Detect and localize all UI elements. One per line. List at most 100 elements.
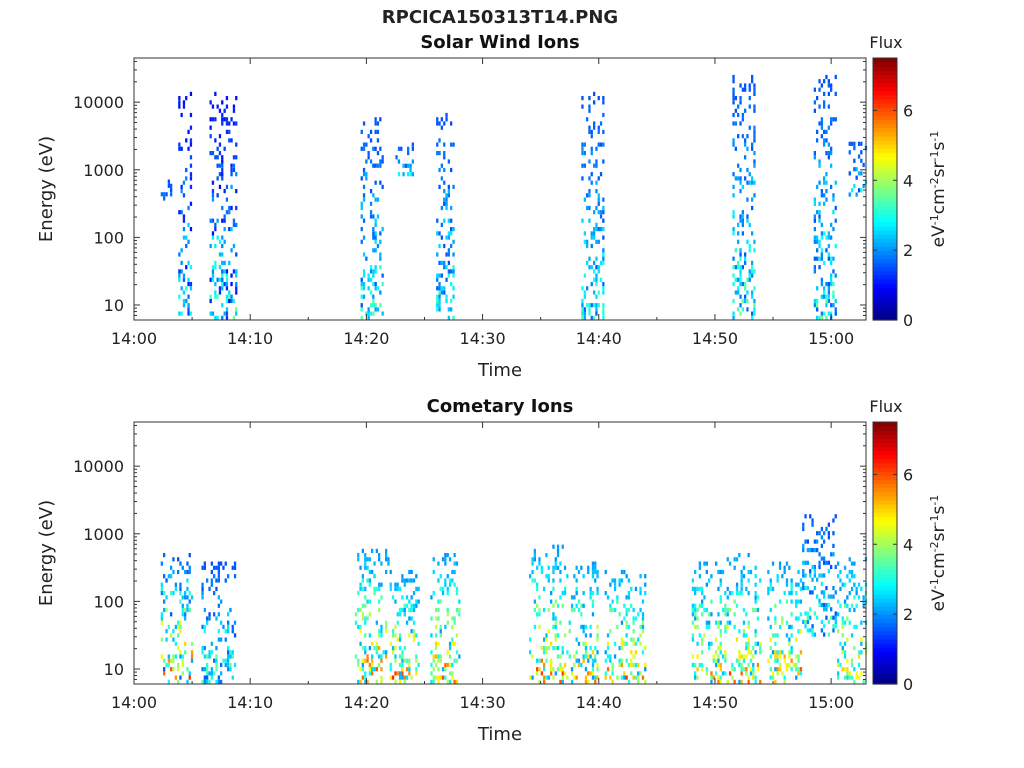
flux-cell	[361, 574, 364, 579]
flux-cell	[602, 142, 605, 147]
flux-cell	[825, 602, 828, 608]
flux-cell	[235, 172, 238, 177]
flux-cell	[719, 641, 722, 646]
flux-cell	[832, 624, 835, 629]
flux-cell	[177, 633, 180, 638]
flux-cell	[211, 277, 215, 282]
flux-cell	[604, 675, 607, 680]
flux-cell	[862, 184, 865, 189]
flux-cell	[366, 654, 369, 659]
flux-cell	[364, 646, 367, 651]
flux-cell	[543, 637, 546, 642]
flux-cell	[547, 607, 550, 613]
flux-cell	[378, 599, 381, 604]
flux-cell	[818, 531, 821, 536]
flux-cell	[373, 586, 376, 591]
colorbar-segment	[873, 622, 897, 628]
colorbar-segment	[873, 127, 897, 133]
flux-cell	[409, 163, 412, 168]
colorbar-segment	[873, 258, 897, 264]
flux-cell	[396, 612, 399, 617]
flux-cell	[218, 142, 222, 147]
flux-cell	[378, 553, 381, 558]
flux-cell	[167, 574, 170, 579]
flux-cell	[820, 235, 823, 240]
flux-cell	[364, 650, 367, 655]
flux-cell	[583, 315, 586, 320]
flux-cell	[837, 574, 840, 579]
flux-cell	[430, 595, 433, 600]
flux-cell	[550, 591, 553, 596]
flux-cell	[588, 129, 591, 134]
colorbar-segment	[873, 139, 897, 145]
flux-cell	[630, 671, 633, 676]
flux-cell	[813, 218, 816, 223]
flux-cell	[827, 231, 830, 236]
flux-cell	[732, 315, 735, 320]
flux-cell	[644, 582, 647, 587]
flux-cell	[178, 252, 181, 257]
flux-cell	[834, 311, 837, 316]
flux-cell	[397, 159, 401, 164]
flux-cell	[788, 637, 791, 642]
flux-cell	[575, 586, 578, 591]
flux-cell	[857, 188, 861, 193]
flux-cell	[412, 629, 416, 634]
flux-cell	[841, 646, 844, 651]
flux-cell	[739, 265, 742, 270]
flux-cell	[625, 633, 628, 638]
flux-cell	[208, 650, 211, 655]
flux-cell	[179, 620, 182, 625]
flux-cell	[180, 210, 183, 215]
flux-cell	[602, 210, 605, 215]
colorbar-segment	[873, 667, 897, 673]
flux-cell	[447, 235, 450, 240]
flux-cell	[744, 282, 747, 287]
flux-cell	[408, 599, 411, 604]
flux-cell	[748, 269, 751, 274]
flux-cell	[830, 235, 833, 240]
flux-cell	[215, 565, 218, 570]
flux-cell	[813, 573, 816, 578]
flux-cell	[230, 163, 233, 168]
flux-cell	[218, 108, 222, 113]
flux-cell	[830, 311, 833, 316]
flux-cell	[368, 633, 371, 638]
flux-cell	[217, 603, 220, 608]
flux-cell	[853, 607, 856, 613]
flux-cell	[411, 172, 414, 177]
flux-cell	[792, 662, 796, 668]
flux-cell	[374, 197, 377, 202]
flux-cell	[201, 595, 204, 600]
flux-cell	[178, 96, 181, 101]
flux-cell	[745, 633, 748, 638]
flux-cell	[221, 218, 224, 223]
flux-cell	[367, 277, 370, 282]
flux-cell	[756, 595, 760, 600]
colorbar-segment	[873, 311, 897, 317]
flux-cell	[860, 171, 863, 176]
flux-cell	[201, 646, 204, 651]
flux-cell	[179, 675, 182, 680]
flux-cell	[228, 129, 231, 134]
flux-cell	[235, 142, 238, 147]
flux-cell	[217, 565, 220, 570]
flux-cell	[189, 176, 193, 181]
flux-cell	[751, 273, 754, 278]
flux-cell	[744, 256, 747, 261]
flux-cell	[587, 658, 590, 663]
flux-cell	[776, 650, 779, 655]
flux-cell	[627, 662, 631, 668]
flux-cell	[857, 582, 861, 587]
flux-cell	[398, 675, 402, 680]
flux-cell	[206, 679, 209, 684]
flux-cell	[809, 573, 812, 578]
flux-cell	[573, 607, 576, 613]
flux-cell	[788, 624, 791, 629]
flux-cell	[637, 675, 640, 680]
flux-cell	[853, 141, 856, 146]
flux-cell	[374, 307, 377, 312]
flux-cell	[717, 662, 720, 668]
flux-cell	[735, 586, 739, 591]
flux-cell	[813, 256, 816, 261]
